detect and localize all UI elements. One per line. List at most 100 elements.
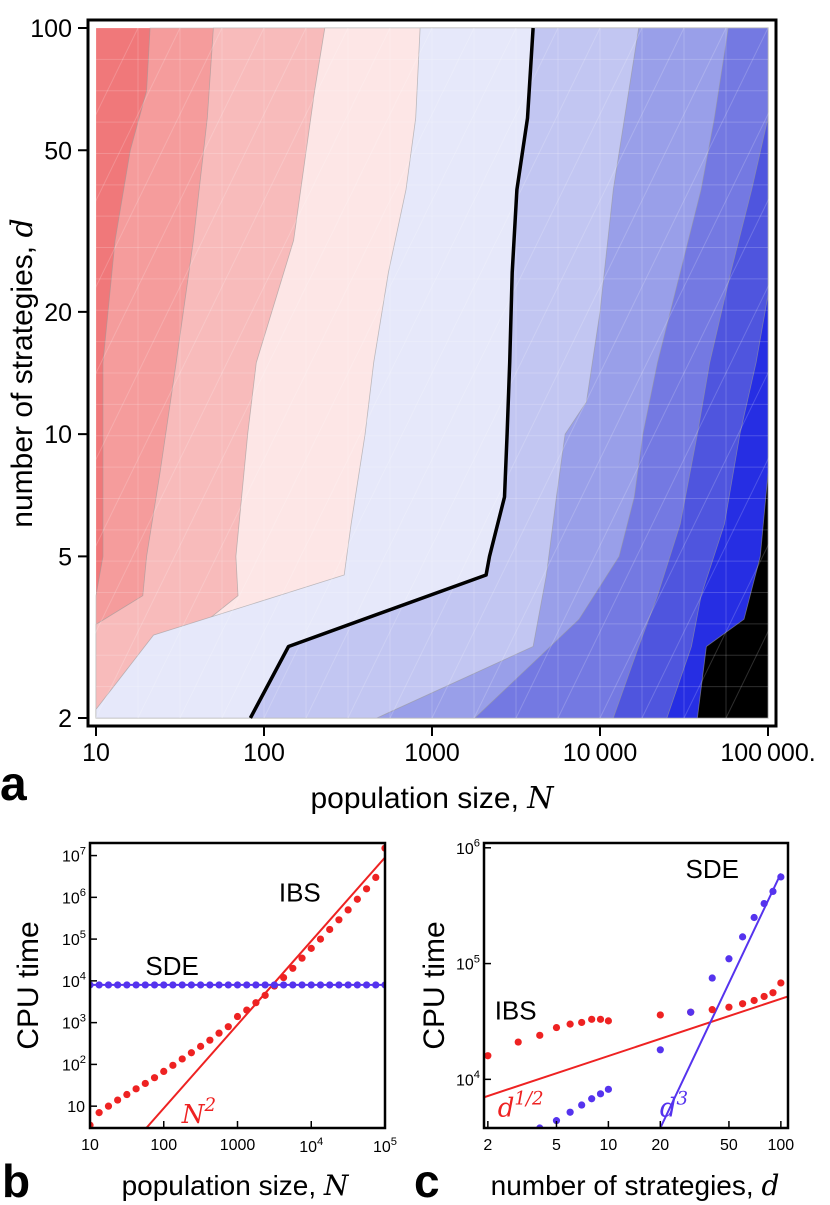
- mesh-line: [0, 27, 265, 572]
- mesh-line: [683, 417, 830, 719]
- x-tick-label: 1000: [220, 1137, 256, 1154]
- mesh-line: [473, 27, 811, 719]
- data-point-SDE: [335, 981, 343, 989]
- data-point-IBS: [178, 1055, 186, 1063]
- data-point-SDE: [206, 981, 214, 989]
- fit-line-d12: [484, 995, 788, 1099]
- mesh-line: [11, 27, 349, 719]
- x-axis-label: population size, N: [310, 781, 555, 816]
- mesh-lines: [0, 27, 830, 719]
- data-point-IBS: [150, 1074, 159, 1082]
- y-tick-label: 106: [62, 887, 86, 907]
- x-tick-label: 100: [768, 1137, 795, 1154]
- data-point-IBS: [261, 991, 269, 999]
- panel-label-b: b: [2, 1155, 30, 1205]
- contour-region: [696, 473, 769, 719]
- fit-label-N: N2: [181, 1095, 216, 1130]
- y-tick-label: 106: [456, 838, 480, 858]
- data-point-SDE: [604, 1085, 612, 1093]
- data-point-SDE: [187, 981, 195, 989]
- mesh-line: [0, 27, 139, 313]
- mesh-line: [0, 27, 307, 658]
- data-point-SDE: [178, 981, 186, 989]
- data-point-SDE: [353, 981, 361, 989]
- data-point-IBS: [123, 1090, 131, 1099]
- panel-b-y-axis-label: CPU time: [12, 921, 45, 1049]
- data-point-SDE: [344, 981, 352, 989]
- x-tick-label: 5: [552, 1137, 561, 1154]
- data-point-SDE: [289, 981, 297, 989]
- data-point-SDE: [687, 1008, 695, 1016]
- y-tick-label: 102: [62, 1054, 86, 1074]
- fit-label-d: d3: [660, 1089, 688, 1124]
- data-point-SDE: [279, 981, 288, 989]
- data-point-IBS: [514, 1038, 522, 1046]
- x-tick-label: 10: [599, 1137, 617, 1154]
- series-label-SDE: SDE: [145, 951, 198, 981]
- mesh-line: [179, 27, 517, 719]
- data-point-IBS: [160, 1067, 168, 1075]
- data-point-IBS: [233, 1012, 242, 1021]
- data-point-IBS: [279, 973, 288, 982]
- data-point-IBS: [141, 1079, 149, 1088]
- panel-label-c: c: [414, 1155, 440, 1205]
- data-point-IBS: [206, 1036, 214, 1044]
- x-tick-label: 105: [373, 1136, 397, 1156]
- mesh-line: [53, 27, 391, 719]
- data-point-SDE: [104, 981, 113, 989]
- data-point-SDE: [132, 981, 140, 989]
- data-point-IBS: [484, 1052, 492, 1060]
- mesh-line: [725, 503, 830, 719]
- data-point-SDE: [552, 1117, 561, 1125]
- data-point-IBS: [777, 979, 785, 987]
- panel-b-x-axis-label: population size, N: [122, 1169, 350, 1202]
- mesh-line: [431, 27, 769, 719]
- mesh-line: [557, 158, 830, 719]
- fit-label-d: d1/2: [498, 1089, 544, 1124]
- data-point-SDE: [270, 981, 278, 989]
- mesh-line: [599, 244, 830, 719]
- fit-line-d3: [659, 873, 782, 1128]
- panel-c-y-axis-label: CPU time: [418, 921, 451, 1049]
- data-point-SDE: [215, 981, 223, 989]
- x-tick-label: 100: [150, 1137, 177, 1154]
- x-tick-label: 10: [81, 1137, 99, 1154]
- data-point-SDE: [243, 981, 251, 989]
- data-point-IBS: [132, 1085, 140, 1093]
- data-point-SDE: [307, 981, 315, 989]
- data-point-IBS: [252, 999, 260, 1007]
- data-point-IBS: [738, 1000, 747, 1008]
- x-tick-label: 1000: [404, 739, 460, 767]
- data-point-IBS: [326, 925, 334, 934]
- data-point-SDE: [588, 1095, 596, 1103]
- data-point-IBS: [243, 1006, 251, 1014]
- data-point-SDE: [150, 981, 159, 989]
- data-point-IBS: [169, 1061, 177, 1069]
- series-label-SDE: SDE: [685, 854, 738, 884]
- data-point-SDE: [298, 981, 306, 989]
- data-point-IBS: [335, 916, 343, 924]
- y-tick-label: 10: [67, 1099, 85, 1116]
- mesh-line: [0, 27, 181, 399]
- data-point-IBS: [298, 954, 306, 962]
- data-point-SDE: [233, 981, 242, 989]
- series-label-IBS: IBS: [279, 877, 321, 907]
- data-point-SDE: [114, 981, 122, 989]
- data-point-IBS: [536, 1031, 544, 1039]
- data-point-SDE: [566, 1108, 574, 1116]
- y-tick-label: 107: [62, 845, 86, 865]
- mesh-line: [641, 330, 830, 719]
- data-point-IBS: [708, 1006, 716, 1014]
- mesh-line: [515, 72, 830, 719]
- data-point-SDE: [656, 1046, 664, 1054]
- data-point-SDE: [95, 981, 103, 989]
- y-tick-label: 10: [44, 421, 72, 449]
- data-point-IBS: [552, 1023, 561, 1032]
- x-tick-label: 20: [651, 1137, 669, 1154]
- data-point-IBS: [353, 895, 361, 903]
- data-point-IBS: [578, 1018, 586, 1027]
- y-axis-label: number of strategies, d: [5, 218, 40, 527]
- y-tick-label: 104: [62, 971, 86, 991]
- data-point-IBS: [95, 1109, 103, 1117]
- panel-label-a: a: [0, 758, 27, 811]
